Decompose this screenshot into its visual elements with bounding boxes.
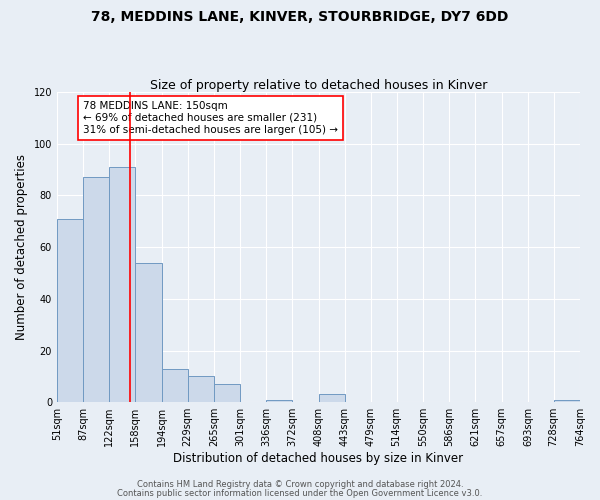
Bar <box>214 384 241 402</box>
Bar <box>554 400 580 402</box>
Bar <box>57 218 83 402</box>
Text: 78, MEDDINS LANE, KINVER, STOURBRIDGE, DY7 6DD: 78, MEDDINS LANE, KINVER, STOURBRIDGE, D… <box>91 10 509 24</box>
Bar <box>162 368 188 402</box>
Bar <box>109 167 136 402</box>
Title: Size of property relative to detached houses in Kinver: Size of property relative to detached ho… <box>150 79 487 92</box>
Text: 78 MEDDINS LANE: 150sqm
← 69% of detached houses are smaller (231)
31% of semi-d: 78 MEDDINS LANE: 150sqm ← 69% of detache… <box>83 102 338 134</box>
Bar <box>83 178 109 402</box>
Bar <box>136 262 162 402</box>
Text: Contains HM Land Registry data © Crown copyright and database right 2024.: Contains HM Land Registry data © Crown c… <box>137 480 463 489</box>
Bar <box>319 394 344 402</box>
Text: Contains public sector information licensed under the Open Government Licence v3: Contains public sector information licen… <box>118 488 482 498</box>
Bar <box>188 376 214 402</box>
Bar <box>266 400 292 402</box>
X-axis label: Distribution of detached houses by size in Kinver: Distribution of detached houses by size … <box>173 452 464 465</box>
Y-axis label: Number of detached properties: Number of detached properties <box>15 154 28 340</box>
